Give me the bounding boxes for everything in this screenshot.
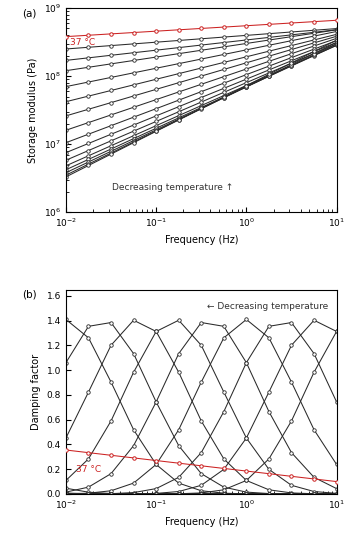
- Y-axis label: Damping factor: Damping factor: [31, 354, 41, 430]
- Text: (b): (b): [23, 290, 37, 300]
- Text: 37 °C: 37 °C: [76, 465, 101, 474]
- Text: (a): (a): [23, 8, 37, 18]
- Text: ← Decreasing temperature: ← Decreasing temperature: [207, 302, 329, 311]
- Text: 37 °C: 37 °C: [70, 38, 95, 47]
- Y-axis label: Storage modulus (Pa): Storage modulus (Pa): [28, 58, 38, 163]
- X-axis label: Frequency (Hz): Frequency (Hz): [164, 517, 238, 527]
- Text: Decreasing temperature ↑: Decreasing temperature ↑: [112, 183, 234, 192]
- X-axis label: Frequency (Hz): Frequency (Hz): [164, 235, 238, 245]
